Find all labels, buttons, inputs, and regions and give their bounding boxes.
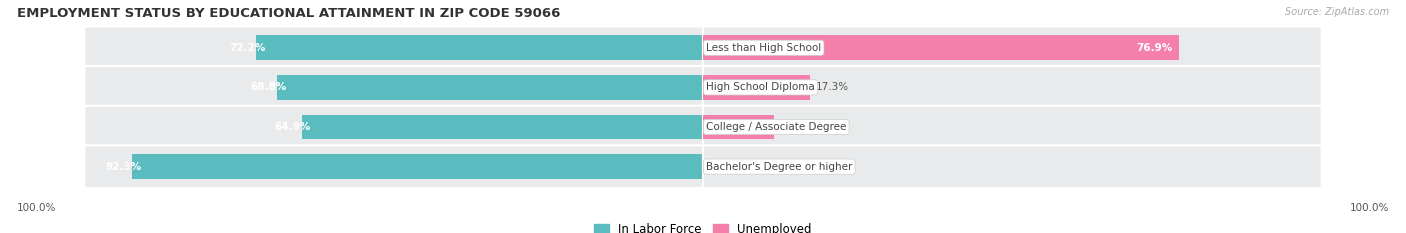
Text: 17.3%: 17.3% <box>817 82 849 92</box>
FancyBboxPatch shape <box>84 145 703 188</box>
Text: 64.9%: 64.9% <box>274 122 311 132</box>
Legend: In Labor Force, Unemployed: In Labor Force, Unemployed <box>589 218 817 233</box>
Bar <box>703 35 1178 60</box>
Bar <box>132 154 703 179</box>
FancyBboxPatch shape <box>703 145 1322 188</box>
Text: 0.0%: 0.0% <box>709 162 735 171</box>
Bar <box>301 115 703 139</box>
Text: Source: ZipAtlas.com: Source: ZipAtlas.com <box>1285 7 1389 17</box>
Bar <box>256 35 703 60</box>
FancyBboxPatch shape <box>703 27 1322 69</box>
FancyBboxPatch shape <box>703 106 1322 148</box>
Text: Bachelor's Degree or higher: Bachelor's Degree or higher <box>706 162 852 171</box>
Bar <box>277 75 703 100</box>
Text: High School Diploma: High School Diploma <box>706 82 815 92</box>
Text: 11.5%: 11.5% <box>780 122 814 132</box>
Text: 100.0%: 100.0% <box>1350 203 1389 213</box>
Text: 76.9%: 76.9% <box>1136 43 1173 53</box>
Bar <box>703 75 810 100</box>
Text: Less than High School: Less than High School <box>706 43 821 53</box>
Text: 100.0%: 100.0% <box>17 203 56 213</box>
Bar <box>703 115 775 139</box>
Text: 68.8%: 68.8% <box>250 82 287 92</box>
Text: College / Associate Degree: College / Associate Degree <box>706 122 846 132</box>
Text: 72.2%: 72.2% <box>229 43 266 53</box>
Text: EMPLOYMENT STATUS BY EDUCATIONAL ATTAINMENT IN ZIP CODE 59066: EMPLOYMENT STATUS BY EDUCATIONAL ATTAINM… <box>17 7 560 20</box>
FancyBboxPatch shape <box>84 106 703 148</box>
FancyBboxPatch shape <box>84 66 703 109</box>
Text: 92.3%: 92.3% <box>105 162 141 171</box>
FancyBboxPatch shape <box>703 66 1322 109</box>
FancyBboxPatch shape <box>84 27 703 69</box>
